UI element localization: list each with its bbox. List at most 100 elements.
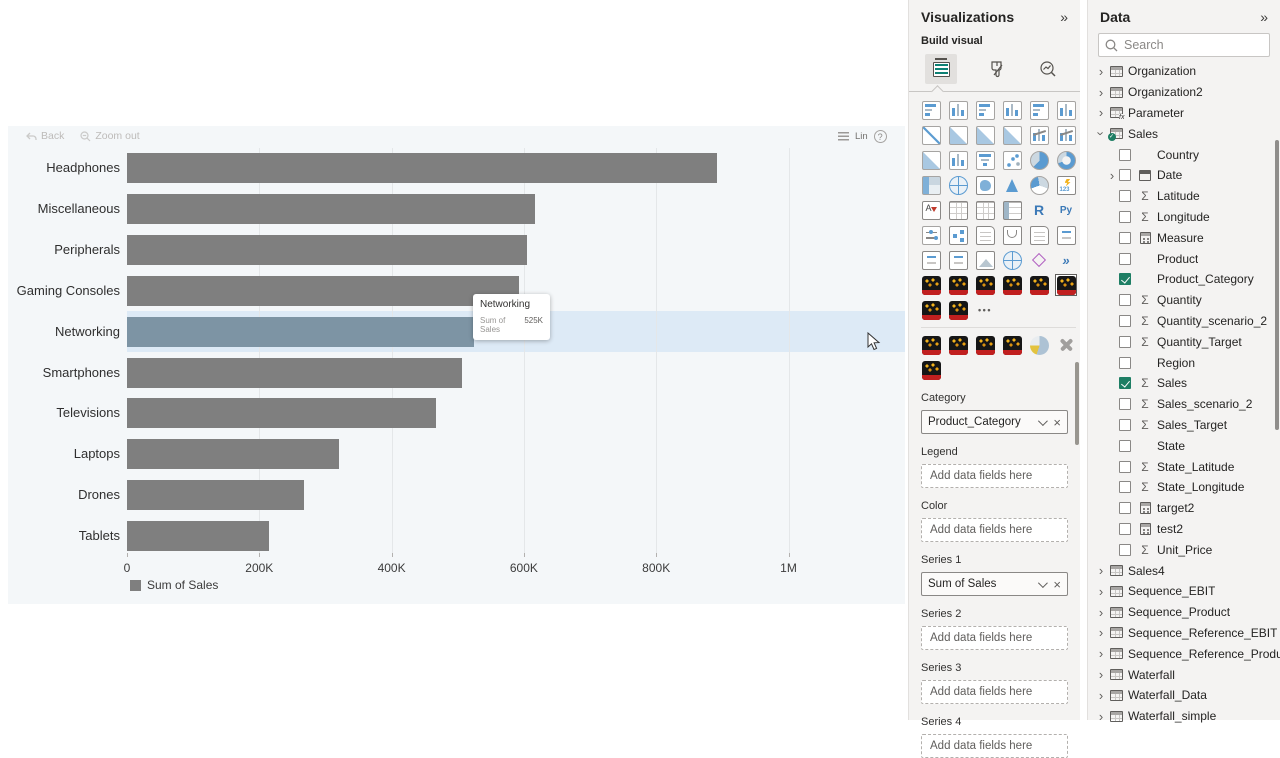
collapse-visualizations-icon[interactable]: » [1060, 9, 1068, 25]
tree-item-sequence_reference_product[interactable]: › Sequence_Reference_Product [1088, 643, 1280, 664]
chevron-collapsed-icon[interactable]: › [1098, 667, 1104, 682]
stacked-area-visual-icon[interactable] [975, 125, 995, 145]
treemap-visual-icon[interactable] [921, 175, 941, 195]
distribution-visual-icon[interactable] [1029, 250, 1049, 270]
checkbox-unchecked[interactable] [1119, 439, 1131, 452]
tree-item-region[interactable]: Region [1088, 352, 1280, 373]
scale-toggle[interactable]: Lin [855, 131, 868, 142]
tree-item-organization[interactable]: › Organization [1088, 61, 1280, 82]
custom-visual-visual-icon[interactable] [975, 275, 995, 295]
chevron-collapsed-icon[interactable]: › [1098, 646, 1104, 662]
remove-field-icon[interactable]: × [1053, 576, 1061, 592]
tree-item-latitude[interactable]: Σ Latitude [1088, 186, 1280, 207]
bar-smartphones[interactable] [127, 357, 462, 388]
empty-well-dropzone[interactable]: Add data fields here [921, 518, 1068, 542]
tree-item-sales[interactable]: › ✓ Sales [1088, 123, 1280, 144]
line-stacked-column-visual-icon[interactable] [1029, 125, 1049, 145]
qna-visual-icon[interactable] [948, 250, 968, 270]
gauge-visual-icon[interactable] [1029, 175, 1049, 195]
decomposition-tree-visual-icon[interactable] [948, 225, 968, 245]
chevron-collapsed-icon[interactable]: › [1098, 563, 1104, 579]
field-chip[interactable]: Sum of Sales × [921, 572, 1068, 596]
bar-peripherals[interactable] [127, 234, 527, 265]
collapse-data-icon[interactable]: » [1260, 9, 1268, 25]
tree-item-test2[interactable]: test2 [1088, 519, 1280, 540]
search-input[interactable]: Search [1098, 33, 1270, 57]
tree-item-product_category[interactable]: Product_Category [1088, 269, 1280, 290]
donut-visual-icon[interactable] [1056, 150, 1076, 170]
custom-visual-visual-icon[interactable] [1002, 335, 1022, 355]
hundred-stacked-bar-visual-icon[interactable] [1029, 100, 1049, 120]
more-options-visual-icon[interactable]: ••• [975, 300, 995, 320]
tree-item-sales_scenario_2[interactable]: Σ Sales_scenario_2 [1088, 394, 1280, 415]
chevron-collapsed-icon[interactable]: › [1109, 167, 1115, 183]
waterfall-visual-icon[interactable] [948, 150, 968, 170]
tree-item-unit_price[interactable]: Σ Unit_Price [1088, 539, 1280, 560]
tree-item-sequence_product[interactable]: › Sequence_Product [1088, 602, 1280, 623]
ribbon-visual-icon[interactable] [921, 150, 941, 170]
checkbox-unchecked[interactable] [1119, 314, 1131, 327]
checkbox-unchecked[interactable] [1119, 210, 1131, 223]
tree-item-state_longitude[interactable]: Σ State_Longitude [1088, 477, 1280, 498]
image-visual-icon[interactable] [975, 250, 995, 270]
key-influencers-visual-icon[interactable] [921, 250, 941, 270]
power-automate-visual-icon[interactable] [1056, 225, 1076, 245]
filled-map-visual-icon[interactable] [975, 175, 995, 195]
checkbox-unchecked[interactable] [1119, 252, 1131, 265]
map-visual-icon[interactable] [948, 175, 968, 195]
custom-visual-visual-icon[interactable] [948, 335, 968, 355]
line-visual-icon[interactable] [921, 125, 941, 145]
visualizations-scrollbar[interactable] [1075, 362, 1079, 445]
tree-item-sales_target[interactable]: Σ Sales_Target [1088, 415, 1280, 436]
empty-well-dropzone[interactable]: Add data fields here [921, 626, 1068, 650]
tree-item-organization2[interactable]: › Organization2 [1088, 82, 1280, 103]
checkbox-unchecked[interactable] [1119, 356, 1131, 369]
tab-build-visual[interactable] [925, 54, 957, 84]
chevron-collapsed-icon[interactable]: › [1098, 84, 1104, 100]
bar-headphones[interactable] [127, 153, 718, 183]
tree-item-sequence_reference_ebit[interactable]: › Sequence_Reference_EBIT [1088, 623, 1280, 644]
tree-item-parameter[interactable]: › fx Parameter [1088, 103, 1280, 124]
checkbox-unchecked[interactable] [1119, 398, 1131, 411]
azure-map-visual-icon[interactable] [1002, 175, 1022, 195]
checkbox-unchecked[interactable] [1119, 335, 1131, 348]
table-visual-icon[interactable] [975, 200, 995, 220]
empty-well-dropzone[interactable]: Add data fields here [921, 680, 1068, 704]
r-script-visual-icon[interactable]: R [1029, 200, 1049, 220]
kpi-visual-icon[interactable] [1056, 175, 1076, 195]
bar-laptops[interactable] [127, 439, 339, 470]
power-apps-visual-icon[interactable]: » [1056, 250, 1076, 270]
checkbox-unchecked[interactable] [1119, 148, 1131, 161]
chevron-collapsed-icon[interactable]: › [1098, 708, 1104, 724]
custom-visual-visual-icon[interactable] [1029, 275, 1049, 295]
tree-item-waterfall[interactable]: › Waterfall [1088, 664, 1280, 685]
tree-item-target2[interactable]: target2 [1088, 498, 1280, 519]
empty-well-dropzone[interactable]: Add data fields here [921, 464, 1068, 488]
tree-item-waterfall_simple[interactable]: › Waterfall_simple [1088, 706, 1280, 727]
tree-item-date[interactable]: › Date [1088, 165, 1280, 186]
funnel-visual-icon[interactable] [975, 150, 995, 170]
checkbox-unchecked[interactable] [1119, 169, 1131, 182]
tree-item-quantity_scenario_2[interactable]: Σ Quantity_scenario_2 [1088, 311, 1280, 332]
checkbox-unchecked[interactable] [1119, 522, 1131, 535]
arcgis-map-visual-icon[interactable] [1002, 250, 1022, 270]
checkbox-unchecked[interactable] [1119, 460, 1131, 473]
matrix-visual-icon[interactable] [1002, 200, 1022, 220]
clustered-bar-visual-icon[interactable] [975, 100, 995, 120]
custom-visual-visual-icon[interactable] [1002, 275, 1022, 295]
hundred-stacked-area-visual-icon[interactable] [1002, 125, 1022, 145]
chevron-collapsed-icon[interactable]: › [1098, 105, 1104, 121]
tree-item-sequence_ebit[interactable]: › Sequence_EBIT [1088, 581, 1280, 602]
tab-format-visual[interactable] [979, 54, 1011, 84]
bar-networking[interactable] [127, 316, 475, 347]
tree-item-longitude[interactable]: Σ Longitude [1088, 207, 1280, 228]
bar-gaming-consoles[interactable] [127, 275, 519, 306]
chevron-collapsed-icon[interactable]: › [1098, 604, 1104, 620]
tree-item-state[interactable]: State [1088, 435, 1280, 456]
scatter-visual-icon[interactable] [1002, 150, 1022, 170]
chevron-collapsed-icon[interactable]: › [1098, 583, 1104, 599]
chevron-down-icon[interactable] [1038, 577, 1049, 588]
bar-miscellaneous[interactable] [127, 193, 536, 224]
custom-visual-visual-icon[interactable] [948, 300, 968, 320]
tree-item-country[interactable]: Country [1088, 144, 1280, 165]
